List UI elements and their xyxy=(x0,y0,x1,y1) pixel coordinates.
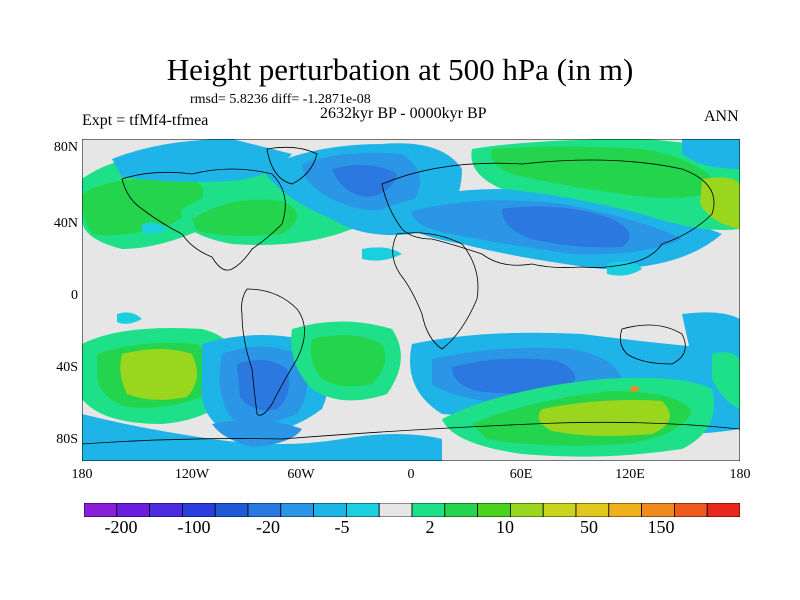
lon-label: 180 xyxy=(729,467,751,482)
colorbar-label: 2 xyxy=(425,517,435,537)
stats-line: rmsd= 5.8236 diff= -1.2871e-08 xyxy=(190,92,371,107)
contour-region xyxy=(538,400,670,436)
colorbar-swatch xyxy=(575,503,610,517)
colorbar-label: -20 xyxy=(256,517,280,537)
experiment-label: Expt = tfMf4-tfmea xyxy=(82,112,209,129)
colorbar-swatch xyxy=(509,503,544,517)
contour-map xyxy=(82,139,740,461)
lat-label: 40N xyxy=(53,216,78,231)
colorbar-swatch xyxy=(214,503,249,517)
colorbar-label: 50 xyxy=(580,517,598,537)
contour-region xyxy=(112,139,292,182)
contour-region xyxy=(117,312,142,324)
contour-region xyxy=(682,139,740,169)
lat-label: 80N xyxy=(53,140,78,155)
contour-region xyxy=(237,360,290,411)
lat-label: 80S xyxy=(56,432,78,447)
colorbar-swatch xyxy=(84,503,118,517)
contour-region xyxy=(192,199,297,236)
contour-region xyxy=(491,146,722,198)
colorbar-swatch xyxy=(542,503,577,517)
colorbar-label: -100 xyxy=(177,517,211,537)
colorbar xyxy=(84,503,740,517)
colorbar-swatch xyxy=(280,503,315,517)
contour-region xyxy=(212,420,302,447)
contour-region xyxy=(362,247,402,261)
colorbar-swatch xyxy=(444,503,478,517)
colorbar-swatch xyxy=(149,503,183,517)
contour-region xyxy=(630,386,640,392)
colorbar-swatch xyxy=(182,503,216,517)
colorbar-swatch xyxy=(674,503,708,517)
lon-label: 60E xyxy=(509,467,533,482)
contour-region xyxy=(452,358,575,394)
contour-region xyxy=(332,165,397,197)
lon-label: 60W xyxy=(287,467,315,482)
contour-region xyxy=(502,206,630,248)
lon-label: 120W xyxy=(174,467,210,482)
colorbar-swatch xyxy=(641,503,675,517)
colorbar-swatch xyxy=(345,503,380,517)
contour-region xyxy=(82,414,442,461)
lat-label: 40S xyxy=(56,360,78,375)
colorbar-label: -200 xyxy=(104,517,138,537)
lon-label: 0 xyxy=(407,467,415,482)
colorbar-swatch xyxy=(477,503,511,517)
season-label: ANN xyxy=(704,108,739,125)
lon-label: 180 xyxy=(71,467,93,482)
contour-region xyxy=(310,335,386,387)
figure-title: Height perturbation at 500 hPa (in m) xyxy=(166,52,634,87)
colorbar-swatch xyxy=(378,503,413,517)
contour-region xyxy=(82,178,204,236)
colorbar-swatch xyxy=(706,503,740,517)
lon-label: 120E xyxy=(615,467,645,482)
contour-region xyxy=(700,177,740,229)
contour-region xyxy=(712,352,740,409)
contour-region xyxy=(607,261,642,276)
colorbar-swatch xyxy=(411,503,446,517)
colorbar-label: 150 xyxy=(647,517,675,537)
colorbar-swatch xyxy=(116,503,150,517)
colorbar-swatch xyxy=(313,503,347,517)
period-label: 2632kyr BP - 0000kyr BP xyxy=(320,105,487,122)
contour-region xyxy=(120,349,197,400)
contour-region xyxy=(142,222,167,234)
colorbar-label: -5 xyxy=(334,517,350,537)
lat-label: 0 xyxy=(71,288,78,303)
colorbar-swatch xyxy=(247,503,282,517)
colorbar-swatch xyxy=(608,503,642,517)
colorbar-label: 10 xyxy=(496,517,514,537)
coastlines xyxy=(82,146,740,445)
